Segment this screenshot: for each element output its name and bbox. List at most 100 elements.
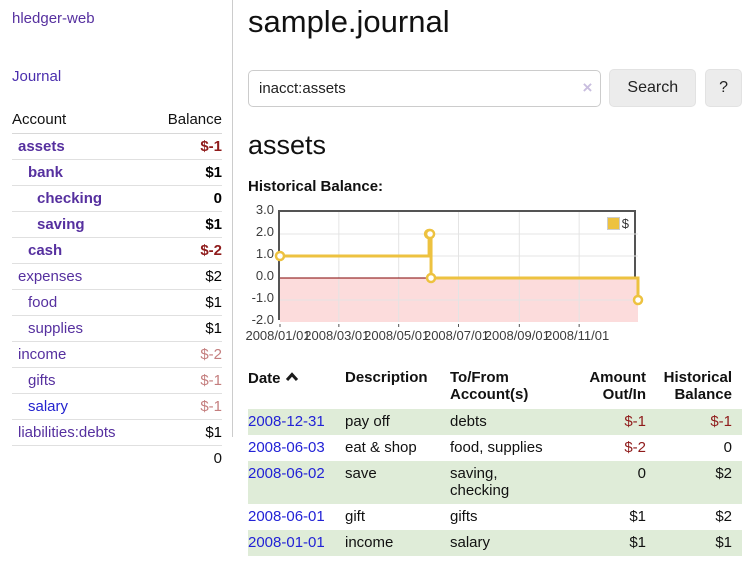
account-link-assets[interactable]: assets — [18, 138, 65, 155]
x-tick-label: 2008/09/01 — [484, 328, 550, 343]
sort-ascending-icon — [285, 369, 299, 386]
register-row[interactable]: 2008-12-31 pay off debts $-1 $-1 — [248, 409, 742, 435]
account-balance: $-1 — [149, 133, 222, 160]
transaction-accounts: debts — [450, 409, 562, 435]
transaction-amount: 0 — [562, 461, 646, 504]
chart-x-axis: 2008/01/01 2008/03/01 2008/05/01 2008/07/01… — [245, 328, 742, 344]
account-balance: $1 — [149, 289, 222, 316]
transaction-accounts: salary — [450, 530, 562, 556]
account-balance: $2 — [149, 263, 222, 290]
transaction-description: save — [345, 461, 450, 504]
account-balance: $1 — [149, 211, 222, 238]
transaction-balance: $1 — [646, 530, 742, 556]
header-historical-balance[interactable]: Historical Balance — [663, 369, 732, 403]
accounts-header-row: Account Balance — [12, 106, 222, 134]
account-row-supplies: supplies $1 — [12, 315, 222, 342]
transaction-accounts: food, supplies — [450, 439, 543, 456]
header-amount-outin[interactable]: Amount Out/In — [589, 369, 646, 403]
account-row-saving: saving $1 — [12, 211, 222, 238]
header-tofrom-accounts[interactable]: To/From Account(s) — [450, 369, 529, 403]
account-row-checking: checking 0 — [12, 185, 222, 212]
transaction-description: pay off — [345, 409, 450, 435]
search-input-wrapper: × — [248, 69, 602, 107]
transaction-balance: $-1 — [646, 409, 742, 435]
clear-search-icon[interactable]: × — [582, 77, 593, 97]
y-tick-label: 0.0 — [255, 268, 274, 283]
account-link-cash[interactable]: cash — [28, 242, 63, 259]
account-balance: $-2 — [149, 237, 222, 264]
account-link-liabilities-debts[interactable]: liabilities:debts — [18, 424, 116, 441]
transaction-description: eat & shop — [345, 439, 417, 456]
account-balance: $-2 — [149, 341, 222, 368]
transaction-amount: $-1 — [562, 409, 646, 435]
account-title: assets — [248, 130, 327, 160]
historical-balance-chart: 3.0 2.0 1.0 0.0 -1.0 -2.0 $ 2008/01/01 2008/03… — [245, 202, 742, 346]
register-row[interactable]: 2008-06-01 gift gifts $1 $2 — [248, 504, 742, 530]
account-balance: $-1 — [149, 393, 222, 420]
header-description[interactable]: Description — [345, 369, 428, 386]
x-tick-label: 2008/11/01 — [545, 328, 610, 343]
account-row-liabilities-debts: liabilities:debts $1 — [12, 419, 222, 446]
transaction-description: gift — [345, 508, 366, 525]
account-balance: 0 — [149, 185, 222, 212]
account-link-expenses[interactable]: expenses — [18, 268, 83, 285]
legend-label: $ — [621, 216, 629, 231]
legend-swatch — [606, 217, 620, 230]
account-link-gifts[interactable]: gifts — [28, 372, 56, 389]
register-row[interactable]: 2008-01-01 income salary $1 $1 — [248, 530, 742, 556]
transaction-date-link[interactable]: 2008-01-01 — [248, 534, 325, 551]
page-title: sample.journal — [248, 4, 450, 39]
transaction-accounts: saving, checking — [450, 461, 562, 504]
search-input[interactable] — [248, 69, 602, 107]
account-row-food: food $1 — [12, 289, 222, 316]
account-link-supplies[interactable]: supplies — [28, 320, 84, 337]
account-row-bank: bank $1 — [12, 159, 222, 186]
account-link-checking[interactable]: checking — [37, 190, 103, 207]
account-row-gifts: gifts $-1 — [12, 367, 222, 394]
transaction-amount: $1 — [629, 508, 646, 525]
account-balance: $-1 — [149, 367, 222, 394]
account-link-saving[interactable]: saving — [37, 216, 85, 233]
sidebar: hledger-web Journal Account Balance asse… — [0, 0, 232, 473]
help-button[interactable]: ? — [705, 69, 742, 107]
accounts-total-row: 0 — [12, 445, 222, 473]
account-balance: $1 — [149, 419, 222, 446]
transaction-balance: 0 — [723, 439, 732, 456]
register-table: Date Description To/From Account(s) Amou… — [248, 365, 742, 556]
register-row[interactable]: 2008-06-03 eat & shop food, supplies $-2… — [248, 435, 742, 461]
account-link-food[interactable]: food — [28, 294, 58, 311]
account-link-bank[interactable]: bank — [28, 164, 64, 181]
register-row[interactable]: 2008-06-02 save saving, checking 0 $2 — [248, 461, 742, 504]
transaction-date-link[interactable]: 2008-06-02 — [248, 465, 325, 482]
account-link-salary[interactable]: salary — [28, 398, 69, 415]
account-row-cash: cash $-2 — [12, 237, 222, 264]
y-tick-label: -2.0 — [251, 312, 274, 327]
transaction-amount: $-2 — [624, 439, 646, 456]
sidebar-item-journal[interactable]: Journal — [12, 68, 62, 85]
chart-title: Historical Balance: — [248, 178, 384, 195]
account-balance: $1 — [149, 315, 222, 342]
transaction-accounts: gifts — [450, 508, 478, 525]
brand-link[interactable]: hledger-web — [12, 10, 95, 27]
account-row-income: income $-2 — [12, 341, 222, 368]
transaction-date-link[interactable]: 2008-06-01 — [248, 508, 325, 525]
register-header-row: Date Description To/From Account(s) Amou… — [248, 365, 742, 409]
transaction-amount: $1 — [562, 530, 646, 556]
account-row-salary: salary $-1 — [12, 393, 222, 420]
search-bar: × Search ? — [248, 69, 742, 107]
transaction-date-link[interactable]: 2008-06-03 — [248, 439, 325, 456]
y-tick-label: 3.0 — [255, 202, 274, 217]
main-content: sample.journal × Search ? assets Histori… — [245, 0, 742, 556]
y-tick-label: 2.0 — [255, 224, 274, 239]
header-date[interactable]: Date — [248, 365, 345, 409]
accounts-header-account: Account — [12, 106, 150, 134]
search-button[interactable]: Search — [609, 69, 697, 107]
chart-plot-area: $ — [274, 210, 644, 327]
x-tick-label: 2008/03/01 — [304, 328, 370, 343]
x-tick-label: 2008/05/01 — [364, 328, 430, 343]
sidebar-divider — [232, 0, 233, 437]
accounts-header-balance: Balance — [149, 106, 222, 134]
account-link-income[interactable]: income — [18, 346, 67, 363]
account-row-assets: assets $-1 — [12, 133, 222, 160]
transaction-date-link[interactable]: 2008-12-31 — [248, 413, 325, 430]
